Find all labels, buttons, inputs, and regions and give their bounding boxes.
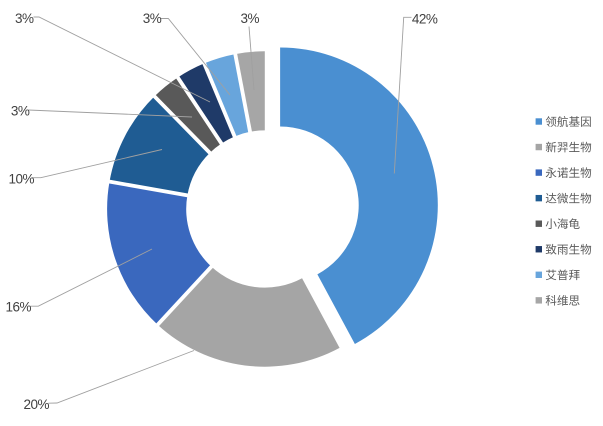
svg-text:3%: 3% (143, 11, 162, 26)
svg-text:42%: 42% (412, 12, 438, 27)
svg-text:10%: 10% (9, 172, 35, 187)
svg-text:20%: 20% (24, 397, 50, 412)
svg-text:3%: 3% (241, 11, 260, 26)
svg-text:3%: 3% (15, 11, 34, 26)
svg-text:3%: 3% (11, 104, 30, 119)
svg-text:16%: 16% (6, 300, 32, 315)
